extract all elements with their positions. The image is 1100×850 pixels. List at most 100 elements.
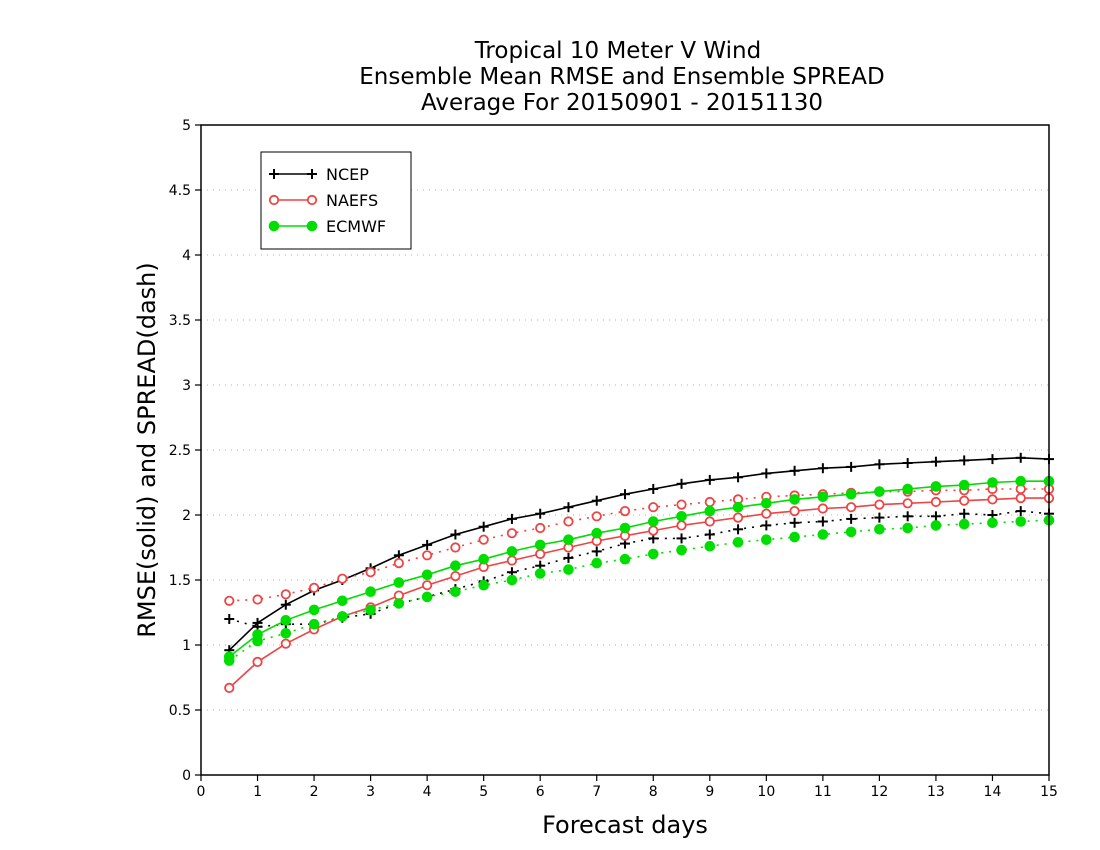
series-line — [228, 480, 1049, 658]
data-point — [789, 494, 800, 505]
data-point — [676, 533, 687, 544]
data-point — [619, 553, 631, 565]
data-point — [676, 511, 687, 522]
data-point — [1015, 452, 1026, 463]
data-point — [789, 505, 800, 517]
data-point — [535, 548, 546, 560]
data-point — [563, 516, 574, 527]
data-point — [308, 582, 320, 593]
x-tick-label: 0 — [197, 784, 206, 800]
data-point — [732, 501, 744, 513]
data-point — [676, 499, 687, 510]
data-point — [421, 569, 433, 581]
data-point — [421, 591, 433, 603]
data-point — [478, 534, 489, 545]
data-point — [733, 472, 744, 483]
data-point — [930, 520, 942, 531]
data-point — [337, 595, 348, 607]
legend-label: NAEFS — [326, 191, 378, 210]
data-point — [789, 517, 800, 528]
data-point — [959, 455, 970, 466]
data-point — [422, 580, 433, 591]
series-ecmwf-rmse — [223, 475, 1055, 663]
x-tick-label: 11 — [814, 784, 832, 800]
data-point — [874, 459, 885, 470]
data-point — [506, 574, 518, 586]
data-point — [761, 534, 772, 546]
data-point — [930, 496, 942, 508]
data-point — [591, 546, 602, 557]
data-point — [845, 488, 857, 500]
series-naefs-rmse — [224, 492, 1055, 694]
data-point — [280, 638, 291, 649]
data-point — [676, 478, 687, 489]
data-point — [902, 498, 913, 509]
data-point — [450, 570, 461, 582]
data-point — [506, 513, 517, 524]
data-point — [450, 586, 461, 598]
data-point — [648, 525, 659, 536]
data-point — [733, 524, 744, 535]
data-series — [223, 452, 1055, 694]
data-point — [648, 484, 659, 494]
y-tick-label: 3.5 — [169, 313, 191, 329]
data-point — [308, 604, 320, 616]
series-line — [228, 497, 1049, 689]
data-point — [280, 628, 292, 639]
y-tick-label: 0 — [182, 768, 191, 784]
data-point — [224, 614, 235, 624]
data-point — [846, 502, 857, 513]
series-ecmwf-spread — [223, 514, 1055, 666]
data-point — [506, 528, 518, 539]
data-point — [224, 682, 235, 694]
data-point — [280, 599, 291, 610]
data-point — [1015, 506, 1026, 517]
data-point — [1015, 492, 1026, 504]
data-point — [422, 550, 433, 561]
legend-marker-right — [306, 194, 318, 206]
y-tick-label: 3 — [182, 378, 191, 394]
data-point — [958, 518, 970, 530]
data-point — [732, 537, 744, 548]
data-point — [1015, 475, 1027, 487]
data-point — [845, 526, 857, 538]
data-point — [959, 495, 970, 506]
x-tick-label: 8 — [649, 784, 658, 800]
data-point — [450, 542, 461, 553]
y-tick-label: 1.5 — [169, 573, 191, 589]
data-point — [789, 465, 800, 476]
data-point — [958, 479, 970, 491]
data-point — [478, 521, 489, 532]
data-point — [450, 529, 461, 540]
series-line — [229, 510, 1050, 628]
chart-title-line-3: Average For 20150901 - 20151130 — [421, 90, 823, 116]
legend-label: NCEP — [326, 165, 369, 184]
x-tick-label: 15 — [1040, 784, 1058, 800]
series-ncep-rmse — [224, 452, 1054, 656]
data-point — [902, 511, 913, 522]
x-tick-label: 3 — [366, 784, 375, 800]
series-line — [229, 488, 1049, 602]
y-tick-label: 5 — [182, 118, 191, 134]
data-point — [817, 463, 828, 474]
data-point — [647, 516, 659, 527]
data-point — [591, 557, 603, 569]
chart-title-line-2: Ensemble Mean RMSE and Ensemble SPREAD — [359, 64, 884, 90]
x-tick-label: 1 — [253, 784, 262, 800]
data-point — [846, 461, 857, 472]
data-point — [902, 483, 913, 495]
data-point — [1015, 516, 1027, 527]
data-point — [506, 555, 518, 566]
data-point — [591, 511, 602, 522]
data-point — [930, 456, 941, 467]
data-point — [817, 491, 829, 503]
data-point — [563, 534, 574, 546]
chart-title-line-1: Tropical 10 Meter V Wind — [474, 38, 761, 64]
y-tick-label: 4 — [182, 248, 191, 264]
y-axis: 0 0.5 1 1.5 2 2.5 3 3.5 4 4.5 5 — [169, 118, 201, 784]
data-point — [704, 529, 715, 540]
x-tick-label: 9 — [705, 784, 714, 800]
data-point — [704, 496, 715, 508]
data-point — [874, 524, 885, 535]
legend-marker-right — [307, 169, 317, 179]
